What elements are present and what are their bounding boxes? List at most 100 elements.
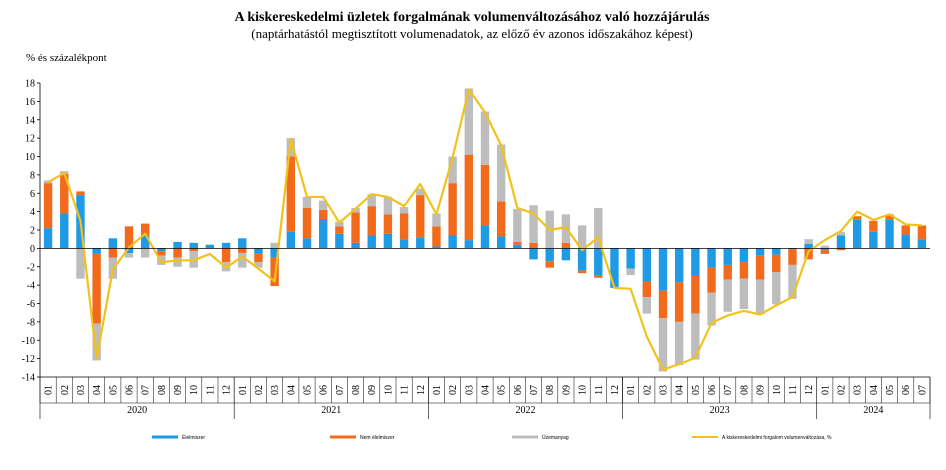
bar-series3-45 (755, 279, 765, 315)
y-tick-label: 6 (30, 189, 35, 200)
x-tick-label: 03 (659, 385, 670, 395)
x-tick-label: 06 (707, 385, 718, 395)
bar-series2-26 (448, 183, 457, 236)
bar-series1-23 (399, 239, 409, 249)
bar-series2-32 (545, 261, 554, 268)
bar-series2-47 (788, 249, 797, 265)
legend-label: A kiskereskedelmi forgalom volumenváltoz… (722, 435, 832, 441)
bar-series3-26 (448, 156, 457, 184)
bar-series2-45 (755, 255, 765, 280)
y-tick-label: 10 (25, 152, 35, 163)
x-tick-label: 11 (594, 385, 605, 395)
y-tick-label: -12 (22, 354, 35, 365)
bar-series3-49 (820, 245, 830, 249)
bar-series2-31 (529, 242, 538, 249)
x-tick-label: 02 (642, 385, 653, 395)
x-tick-label: 02 (60, 385, 71, 395)
bar-series1-37 (626, 248, 635, 269)
bar-series2-42 (707, 267, 716, 293)
x-tick-label: 07 (141, 385, 152, 395)
bar-series3-23 (399, 207, 409, 214)
bar-series3-14 (254, 262, 263, 268)
bar-series2-50 (836, 248, 846, 251)
bar-series1-34 (577, 248, 587, 271)
y-tick-label: 12 (25, 134, 35, 145)
bar-series2-41 (691, 275, 700, 314)
bar-series1-40 (674, 248, 684, 283)
bar-series1-39 (658, 248, 668, 291)
bar-series1-15 (270, 248, 279, 258)
x-tick-label: 09 (173, 385, 184, 395)
bar-series2-44 (739, 262, 749, 279)
x-tick-label: 05 (303, 385, 314, 395)
bar-series1-49 (820, 248, 830, 251)
bar-series2-4 (92, 253, 101, 324)
bar-series1-41 (691, 248, 700, 276)
bar-series2-1 (43, 183, 53, 229)
bar-series3-41 (691, 313, 700, 360)
x-tick-label: 10 (772, 385, 783, 395)
bar-series1-26 (448, 235, 457, 249)
x-tick-label: 04 (286, 385, 297, 395)
bar-series3-42 (707, 292, 716, 326)
bar-series2-35 (594, 275, 603, 278)
x-tick-label: 05 (497, 385, 508, 395)
bar-series1-25 (432, 246, 441, 249)
legend-label: Nem élelmiszer (360, 435, 395, 441)
bar-series1-21 (367, 235, 376, 249)
bar-series3-18 (318, 200, 328, 210)
bar-series1-45 (755, 248, 765, 256)
total-line-layer (47, 88, 922, 371)
bar-series3-19 (335, 221, 344, 227)
bar-series3-24 (416, 188, 425, 196)
bar-series1-55 (917, 239, 927, 249)
x-tick-label: 09 (756, 385, 767, 395)
y-tick-label: 14 (25, 115, 35, 126)
bar-series1-48 (804, 243, 813, 249)
y-tick-label: 4 (30, 207, 35, 218)
bar-series3-39 (658, 318, 668, 372)
x-tick-label: 07 (723, 385, 734, 395)
bar-series2-13 (238, 248, 247, 253)
y-tick-label: 2 (30, 226, 35, 237)
x-tick-label: 03 (76, 385, 87, 395)
bar-series1-4 (92, 248, 101, 254)
bar-series2-28 (480, 164, 490, 226)
bar-series3-37 (626, 268, 635, 276)
bar-series2-8 (157, 251, 166, 256)
x-tick-label: 05 (885, 385, 896, 395)
x-tick-label: 12 (610, 385, 621, 395)
bar-series3-35 (594, 207, 603, 249)
bar-series2-55 (917, 225, 927, 240)
bar-series2-10 (189, 248, 198, 252)
legend-swatch (330, 435, 356, 439)
chart-subtitle: (naptárhatástól megtisztított volumenada… (251, 26, 693, 41)
bar-series3-40 (674, 321, 684, 366)
x-tick-label: 07 (335, 385, 346, 395)
bar-series1-36 (610, 248, 619, 288)
x-tick-label: 07 (917, 385, 928, 395)
bar-series1-54 (901, 234, 910, 249)
bar-series2-43 (723, 264, 732, 280)
bar-series2-27 (464, 154, 474, 241)
y-tick-label: -2 (27, 262, 35, 273)
x-tick-label: 06 (319, 385, 330, 395)
x-tick-label: 03 (464, 385, 475, 395)
bar-series1-9 (173, 241, 182, 249)
x-tick-label: 02 (254, 385, 265, 395)
bar-series2-12 (221, 248, 231, 263)
bar-series2-30 (513, 241, 522, 245)
bar-series1-42 (707, 248, 716, 268)
bar-series2-19 (335, 226, 344, 234)
year-label: 2023 (710, 405, 730, 416)
bar-series2-49 (820, 250, 830, 254)
x-tick-label: 01 (626, 385, 637, 395)
bar-series1-20 (351, 242, 360, 249)
bar-series1-46 (772, 248, 781, 255)
bar-series2-16 (286, 156, 296, 232)
bar-series3-47 (788, 264, 797, 299)
bar-series1-38 (642, 248, 652, 282)
bar-series2-25 (432, 226, 441, 247)
